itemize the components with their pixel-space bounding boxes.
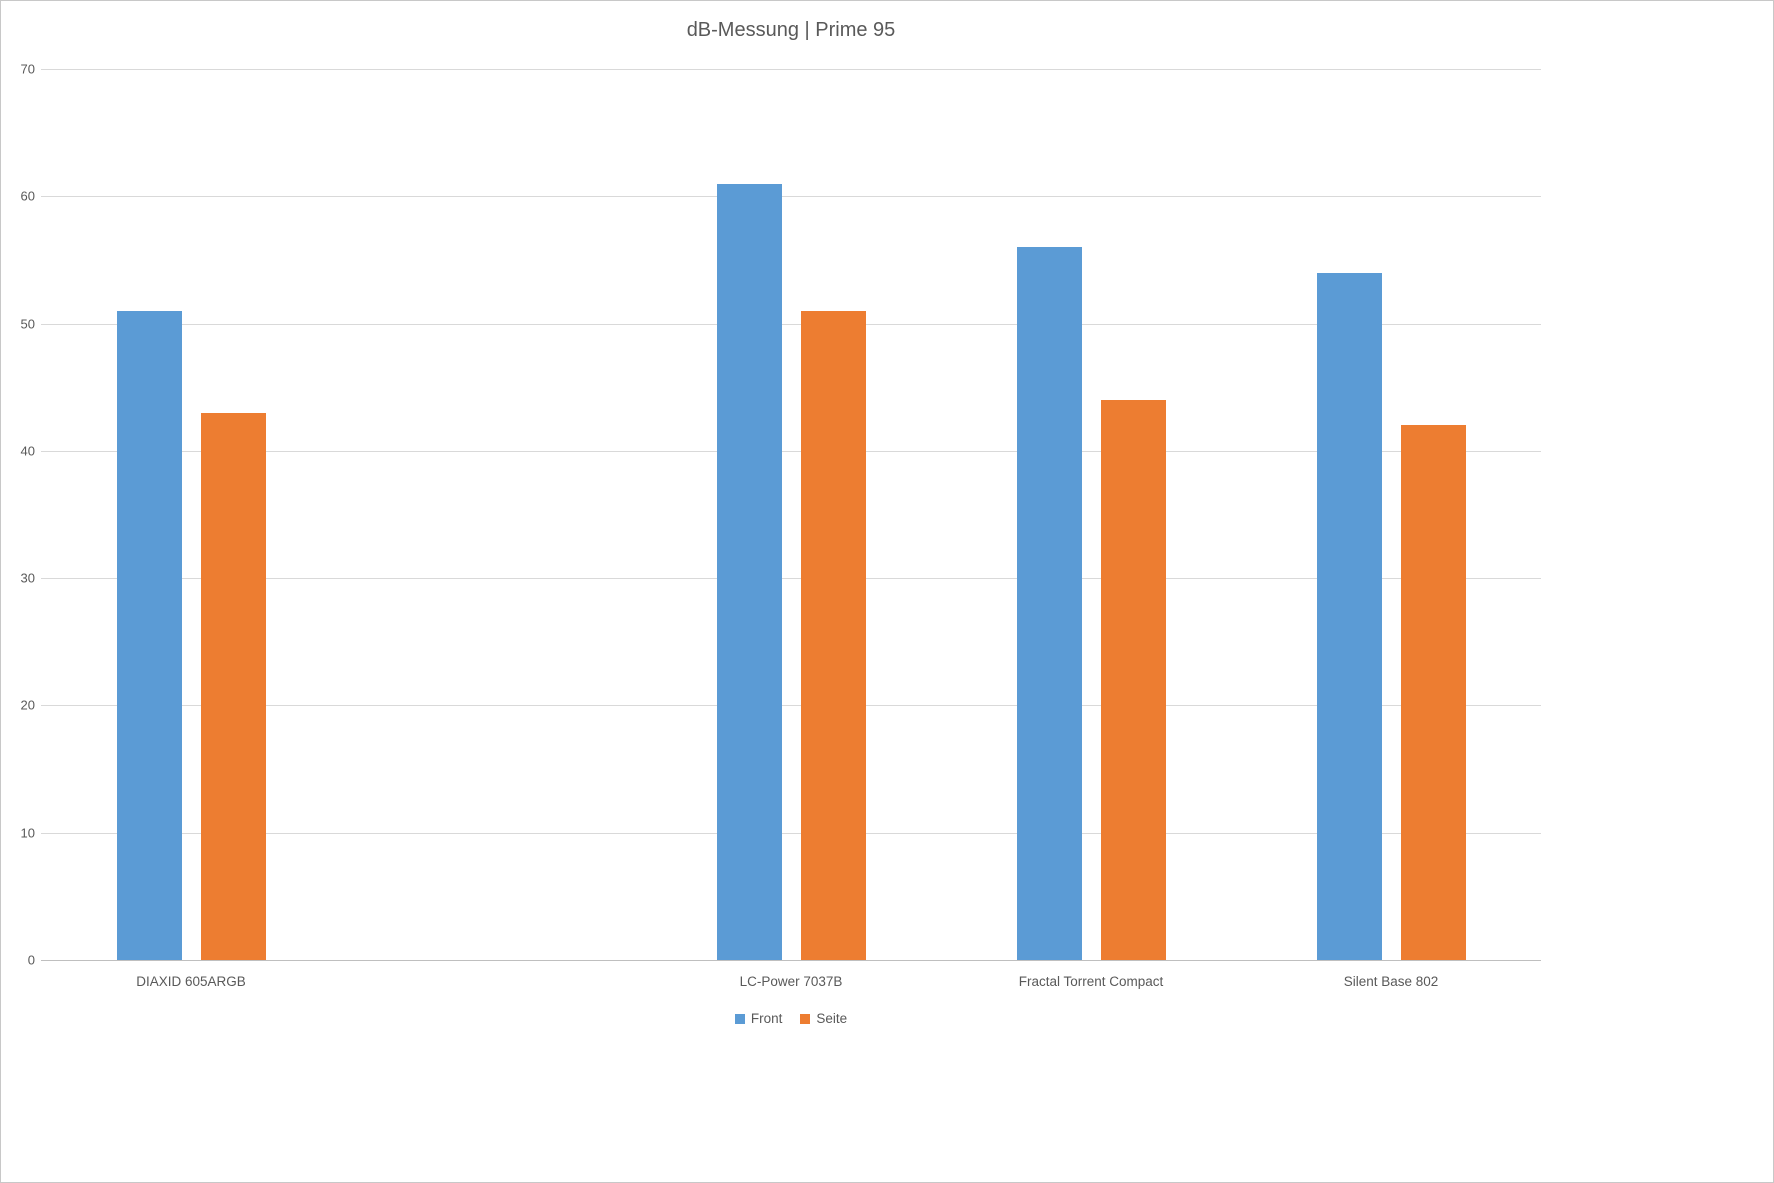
chart-title: dB-Messung | Prime 95 [686, 19, 896, 41]
bar-seite-4 [1400, 425, 1466, 960]
bar-front-2 [716, 183, 782, 960]
y-tick-label: 30 [20, 570, 35, 586]
y-tick-label: 70 [20, 61, 35, 77]
x-tick-label: Fractal Torrent Compact [1018, 974, 1164, 989]
x-tick-label: Silent Base 802 [1343, 974, 1439, 989]
x-tick-label: LC-Power 7037B [739, 974, 843, 989]
y-tick-label: 40 [20, 443, 35, 459]
bar-seite-3 [1100, 399, 1166, 960]
y-tick-label: 20 [20, 697, 35, 713]
gridline [41, 69, 1541, 70]
legend: Front Seite [41, 1011, 1541, 1026]
legend-swatch-front [734, 1013, 745, 1024]
x-axis-line [41, 960, 1541, 961]
legend-label: Seite [816, 1011, 848, 1026]
bar-seite-2 [800, 310, 866, 960]
gridline [41, 196, 1541, 198]
gridline [41, 832, 1541, 834]
legend-label: Front [750, 1011, 783, 1026]
bar-front-4 [1316, 272, 1382, 960]
legend-swatch-seite [800, 1013, 811, 1024]
y-tick-label: 0 [27, 952, 35, 968]
gridline [41, 705, 1541, 707]
bar-front-1 [116, 310, 182, 960]
x-axis-labels: DIAXID 605ARGB LC-Power 7037B Fractal Torr… [41, 974, 1541, 994]
gridline [41, 450, 1541, 452]
legend-item-front: Front [734, 1011, 783, 1026]
bar-front-3 [1016, 247, 1082, 960]
gridline [41, 578, 1541, 580]
y-tick-label: 60 [20, 188, 35, 204]
plot-area [41, 69, 1541, 961]
y-tick-label: 10 [20, 825, 35, 841]
y-axis-labels: 0 10 20 30 40 50 60 70 [1, 62, 35, 968]
gridline [41, 323, 1541, 325]
x-tick-label: DIAXID 605ARGB [136, 974, 246, 989]
y-tick-label: 50 [20, 316, 35, 332]
bar-seite-1 [200, 412, 266, 960]
legend-item-seite: Seite [800, 1011, 847, 1026]
